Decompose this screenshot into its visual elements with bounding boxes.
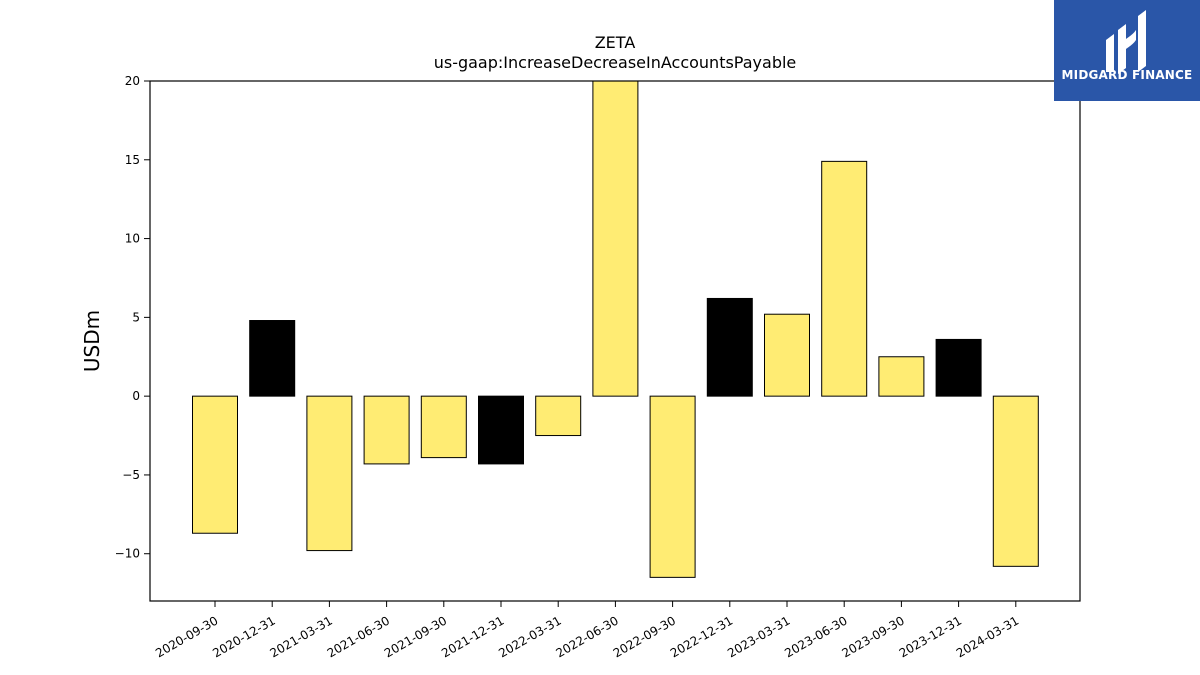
y-tick-label: 20 [125, 74, 140, 88]
x-tick-label: 2023-09-30 [839, 613, 906, 660]
y-tick-label: −10 [115, 547, 140, 561]
y-tick-label: 15 [125, 153, 140, 167]
bar-2023-09-30 [878, 356, 925, 397]
x-tick-label: 2022-12-31 [668, 613, 735, 660]
bar-2020-12-31 [249, 320, 296, 397]
x-tick-label: 2021-06-30 [325, 613, 392, 660]
x-tick-label: 2021-03-31 [267, 613, 334, 660]
y-axis-label: USDm [80, 310, 104, 372]
logo-text: MIDGARD FINANCE [1061, 68, 1193, 82]
bar-2024-03-31 [992, 395, 1039, 567]
bar-2021-09-30 [420, 395, 467, 459]
x-tick-label: 2021-12-31 [439, 613, 506, 660]
y-tick-label: 10 [125, 232, 140, 246]
bar-2023-03-31 [764, 313, 810, 397]
logo-mark-icon [1106, 10, 1146, 74]
y-tick-label: 0 [132, 389, 140, 403]
bar-2022-06-30 [592, 80, 639, 397]
x-tick-label: 2022-06-30 [553, 613, 620, 660]
bars-group [192, 80, 1039, 578]
y-tick-label: −5 [122, 468, 140, 482]
bar-2022-09-30 [649, 395, 696, 578]
x-tick-label: 2022-03-31 [496, 613, 563, 660]
x-tick-label: 2023-06-30 [782, 613, 849, 660]
x-tick-label: 2023-12-31 [897, 613, 964, 660]
y-tick-label: 5 [132, 310, 140, 324]
bar-2023-12-31 [935, 338, 982, 397]
x-tick-label: 2021-09-30 [382, 613, 449, 660]
chart-title: ZETA [595, 33, 636, 52]
midgard-finance-logo: MIDGARD FINANCE [1054, 0, 1200, 101]
bar-2021-06-30 [363, 395, 410, 465]
x-tick-label: 2024-03-31 [954, 613, 1021, 660]
bar-2023-06-30 [821, 160, 868, 397]
chart-subtitle: us-gaap:IncreaseDecreaseInAccountsPayabl… [434, 53, 797, 72]
x-tick-label: 2020-09-30 [153, 613, 220, 660]
bar-2022-12-31 [706, 297, 753, 397]
bar-2022-03-31 [535, 395, 582, 437]
bar-2020-09-30 [192, 395, 238, 534]
x-tick-label: 2020-12-31 [210, 613, 277, 660]
bar-2021-03-31 [306, 395, 353, 552]
x-tick-label: 2022-09-30 [611, 613, 678, 660]
x-tick-label: 2023-03-31 [725, 613, 792, 660]
bar-2021-12-31 [478, 395, 524, 465]
